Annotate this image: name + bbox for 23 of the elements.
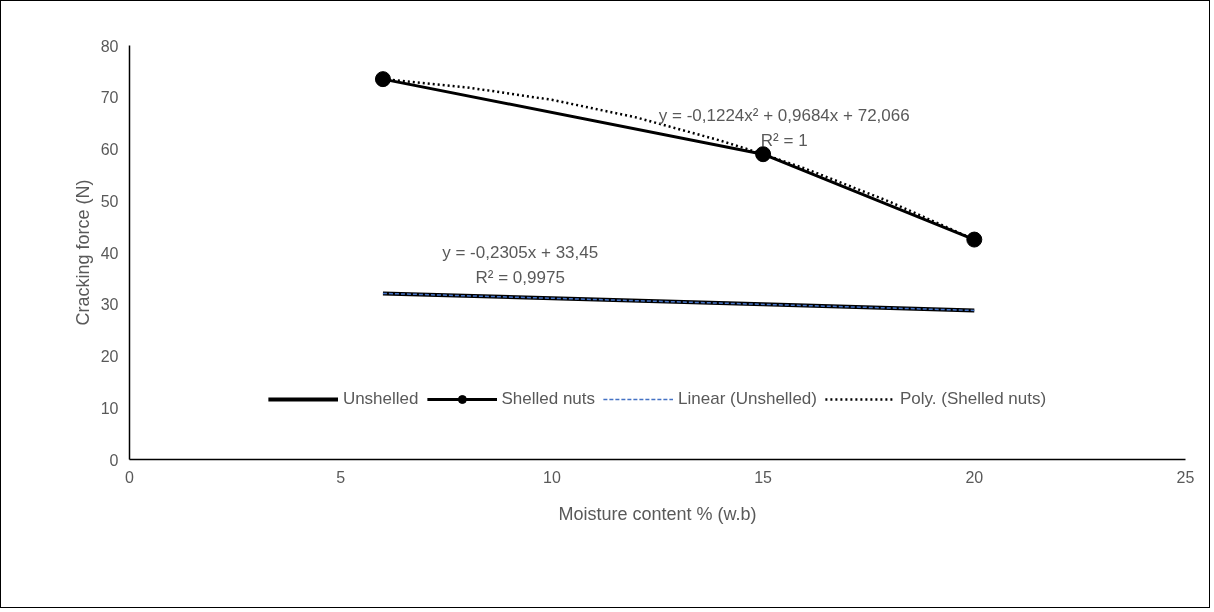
- x-tick-label: 20: [965, 468, 984, 486]
- y-tick-label: 60: [100, 141, 119, 158]
- legend-label: Unshelled: [342, 389, 419, 409]
- x-axis-title: Moisture content % (w.b): [558, 503, 757, 524]
- x-tick-label: 10: [543, 468, 561, 486]
- x-tick-label: 25: [1176, 468, 1195, 486]
- y-axis-title: Cracking force (N): [72, 179, 93, 326]
- legend-label: Poly. (Shelled nuts): [899, 389, 1047, 409]
- annotation: y = -0,1224x² + 0,9684x + 72,066 R² = 1: [658, 106, 910, 151]
- y-tick-label: 0: [109, 451, 119, 469]
- y-tick-label: 20: [100, 348, 119, 365]
- legend-label: Linear (Unshelled): [678, 389, 817, 409]
- y-tick-label: 80: [100, 37, 119, 55]
- legend-label: Shelled nuts: [501, 389, 596, 409]
- y-tick-label: 70: [100, 89, 119, 107]
- y-tick-label: 30: [100, 296, 119, 314]
- y-tick-label: 10: [100, 399, 119, 417]
- x-tick-label: 5: [336, 468, 346, 486]
- x-tick-label: 15: [754, 468, 773, 486]
- y-tick-label: 50: [100, 192, 119, 210]
- y-tick-label: 40: [100, 244, 119, 262]
- x-tick-label: 0: [125, 468, 135, 486]
- annotation: y = -0,2305x + 33,45 R² = 0,9975: [442, 243, 599, 287]
